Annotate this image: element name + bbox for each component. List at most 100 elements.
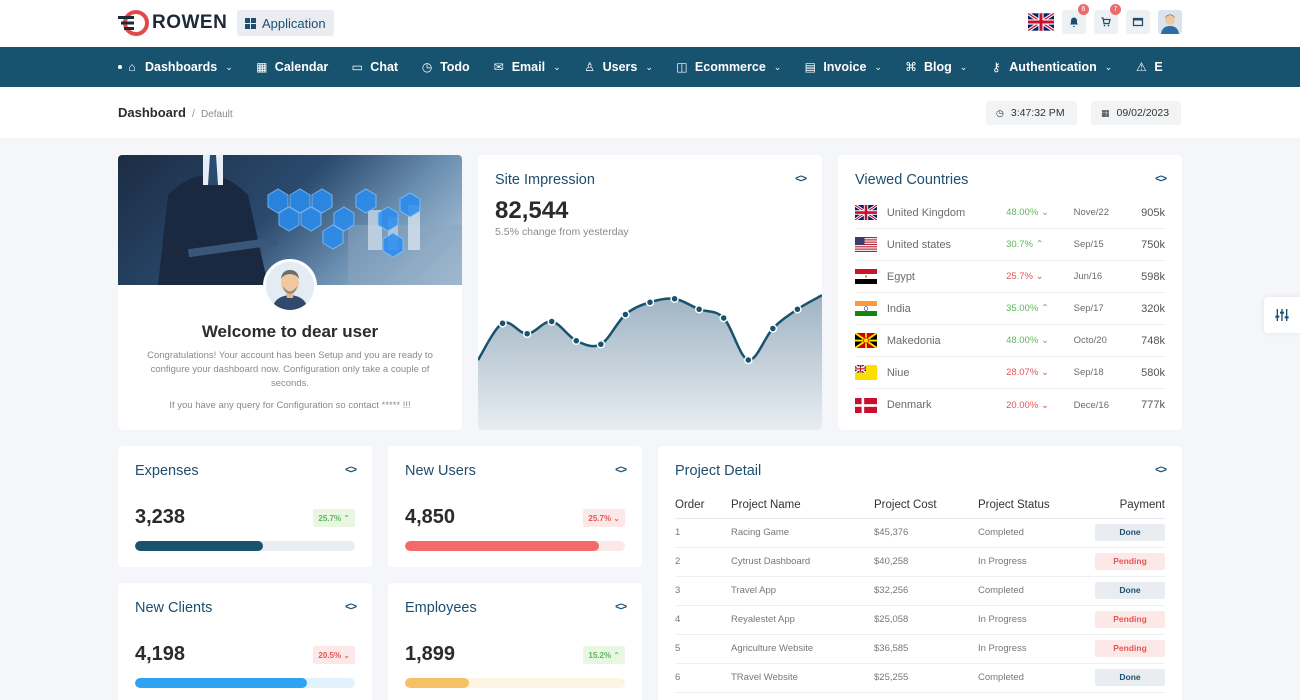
stat-value: 4,198: [135, 643, 186, 665]
project-payment-cell: Pending: [1085, 634, 1165, 664]
payment-badge[interactable]: Pending: [1095, 553, 1165, 570]
site-impression-card: Site Impression <> 82,544 5.5% change fr…: [478, 155, 822, 430]
cart-icon: [1101, 17, 1111, 27]
code-icon[interactable]: <>: [345, 601, 357, 613]
country-value: 750k: [1141, 238, 1165, 251]
sliders-icon: [1275, 309, 1289, 321]
breadcrumb-current: Default: [200, 109, 233, 120]
code-icon[interactable]: <>: [795, 173, 807, 185]
code-icon[interactable]: <>: [615, 601, 627, 613]
country-value: 777k: [1141, 399, 1165, 411]
command-icon: ⌘: [904, 60, 917, 74]
window-button[interactable]: [1126, 10, 1150, 34]
project-payment-cell: Pending: [1085, 605, 1165, 635]
country-name: Makedonia: [886, 334, 941, 347]
nav-item-authentication[interactable]: ⚷ Authentication ⌄: [989, 60, 1112, 74]
payment-badge[interactable]: Pending: [1095, 640, 1165, 657]
code-icon[interactable]: <>: [345, 464, 357, 476]
shopping-bag-icon: ◫: [676, 60, 688, 74]
user-avatar[interactable]: [1158, 10, 1182, 34]
flag-uk-icon: [855, 205, 877, 220]
calendar-icon: ▦: [256, 60, 268, 74]
impression-point[interactable]: [670, 294, 679, 303]
impression-point[interactable]: [694, 305, 704, 314]
payment-badge[interactable]: Done: [1095, 669, 1165, 686]
stat-value: 4,850: [405, 506, 456, 528]
table-row: 3 Travel App $32,256 Completed Done: [675, 576, 1165, 606]
payment-badge[interactable]: Done: [1095, 582, 1165, 599]
project-name: Racing Game: [731, 518, 874, 548]
welcome-text: Congratulations! Your account has been S…: [147, 350, 433, 389]
country-percent: 20.00% ⌄: [1006, 399, 1049, 411]
impression-point[interactable]: [596, 340, 606, 349]
window-icon: [1132, 17, 1144, 27]
nav-item-blog[interactable]: ⌘ Blog ⌄: [904, 60, 967, 74]
country-name: United Kingdom: [886, 206, 966, 219]
chevron-down-icon: ⌄: [874, 61, 882, 72]
stat-change-badge: 25.7% ⌄: [583, 509, 625, 527]
notification-button[interactable]: 6: [1062, 4, 1089, 34]
welcome-note: If you have any query for Configuration …: [169, 400, 411, 411]
flag-eg-icon: [855, 269, 877, 284]
nav-item-email[interactable]: ✉ Email ⌄: [492, 60, 561, 74]
chevron-down-icon: ⌄: [1040, 207, 1049, 218]
cart-button[interactable]: 7: [1094, 4, 1121, 34]
impression-point[interactable]: [744, 355, 753, 365]
impression-point[interactable]: [768, 324, 778, 333]
impression-area: [478, 295, 822, 430]
stat-title: Employees: [405, 600, 477, 616]
impression-point[interactable]: [498, 319, 507, 328]
country-percent: 48.00% ⌄: [1006, 207, 1049, 218]
stat-progress-fill: [135, 678, 307, 688]
impression-point[interactable]: [547, 317, 556, 326]
impression-point[interactable]: [645, 298, 655, 307]
nav-item-e[interactable]: ⚠ E: [1134, 60, 1163, 74]
code-icon[interactable]: <>: [1155, 464, 1167, 476]
code-icon[interactable]: <>: [615, 464, 627, 476]
nav-item-ecommerce[interactable]: ◫ Ecommerce ⌄: [675, 60, 781, 74]
clock-icon: ◷: [996, 107, 1004, 118]
stat-progress-bar: [135, 678, 355, 688]
nav-item-users[interactable]: ♙ Users ⌄: [583, 60, 653, 74]
payment-badge[interactable]: Pending: [1095, 611, 1165, 628]
chevron-up-icon: ⌃: [343, 513, 350, 523]
customizer-toggle[interactable]: [1264, 297, 1300, 333]
country-name: Niue: [886, 366, 910, 379]
time-chip: ◷ 3:47:32 PM: [986, 101, 1077, 125]
application-button[interactable]: Application: [237, 10, 334, 36]
nav-item-dashboards[interactable]: ⌂ Dashboards ⌄: [118, 60, 233, 74]
user-icon: ♙: [584, 60, 595, 74]
project-order: 5: [675, 634, 731, 664]
business-hexagon-illustration: [158, 155, 462, 285]
country-name: India: [886, 302, 911, 315]
impression-point[interactable]: [621, 310, 630, 319]
country-value: 598k: [1141, 270, 1165, 283]
project-table-header: Order Project Name Project Cost Project …: [675, 492, 1165, 519]
payment-badge[interactable]: Done: [1095, 524, 1165, 541]
brand-logo[interactable]: ROWEN: [118, 10, 227, 36]
project-status: Completed: [978, 576, 1085, 606]
col-project-status: Project Status: [978, 492, 1085, 519]
nav-item-calendar[interactable]: ▦ Calendar: [255, 60, 328, 74]
language-flag-uk[interactable]: [1028, 13, 1054, 31]
country-value: 320k: [1141, 302, 1165, 315]
chevron-down-icon: ⌄: [613, 513, 620, 523]
grid-icon: [245, 17, 256, 29]
stat-card-new-clients: New Clients <> 4,198 20.5% ⌄: [118, 583, 372, 700]
nav-item-chat[interactable]: ▭ Chat: [350, 60, 398, 74]
code-icon[interactable]: <>: [1155, 173, 1167, 185]
viewed-countries-title: Viewed Countries: [855, 172, 969, 188]
country-date: Sep/15: [1073, 239, 1104, 250]
top-header: ROWEN Application 6 7: [0, 0, 1300, 47]
stat-value: 1,899: [405, 643, 456, 665]
country-percent: 48.00% ⌄: [1006, 335, 1049, 346]
impression-point[interactable]: [719, 313, 728, 323]
impression-point[interactable]: [522, 329, 532, 338]
project-payment-cell: Done: [1085, 663, 1165, 693]
nav-item-invoice[interactable]: ▤ Invoice ⌄: [803, 60, 882, 74]
nav-label: Ecommerce: [694, 60, 766, 74]
impression-point[interactable]: [793, 305, 802, 314]
nav-item-todo[interactable]: ◷ Todo: [420, 60, 470, 74]
impression-point[interactable]: [572, 336, 581, 345]
breadcrumb-main[interactable]: Dashboard: [118, 105, 186, 120]
